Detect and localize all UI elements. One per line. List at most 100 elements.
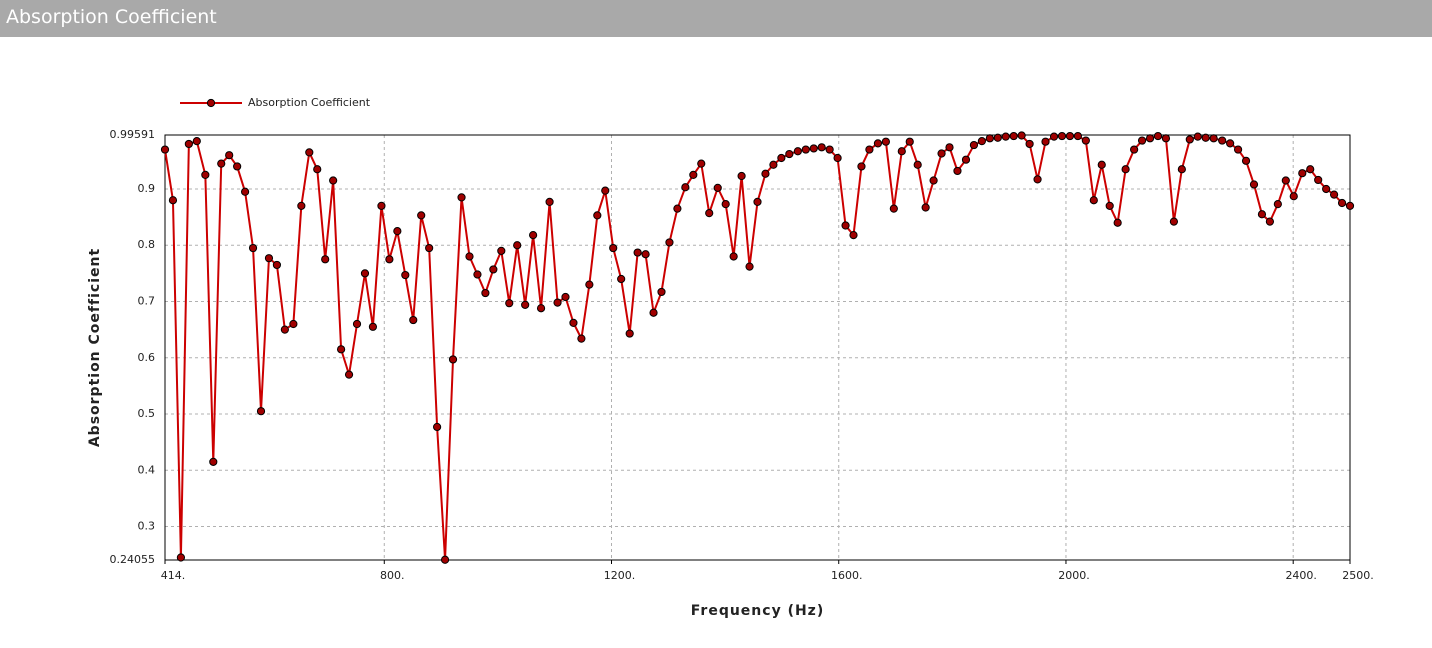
data-point <box>801 145 810 154</box>
data-point <box>689 170 698 179</box>
data-point <box>1218 136 1227 145</box>
data-point <box>160 145 170 154</box>
data-point <box>841 221 850 230</box>
data-point <box>561 292 570 302</box>
data-point <box>1209 134 1218 143</box>
data-point <box>1025 139 1034 149</box>
data-point <box>344 370 354 379</box>
data-point <box>1065 131 1075 141</box>
data-point <box>633 248 642 257</box>
y-tick-label: 0.9 <box>138 182 156 195</box>
data-point <box>929 176 938 185</box>
data-point <box>1193 132 1202 141</box>
data-point <box>545 197 554 207</box>
data-point <box>457 193 466 202</box>
data-point <box>489 265 498 274</box>
data-point <box>1306 165 1315 174</box>
data-point <box>1314 175 1323 185</box>
data-point <box>1249 180 1259 189</box>
data-point <box>665 238 674 247</box>
y-tick-label: 0.3 <box>138 520 156 533</box>
data-point <box>721 200 730 209</box>
data-point <box>1241 156 1251 165</box>
data-point <box>873 139 883 148</box>
data-point <box>1273 200 1282 209</box>
data-point <box>393 227 402 236</box>
data-point <box>385 255 394 264</box>
data-point <box>705 209 714 218</box>
data-point <box>1185 135 1194 144</box>
x-tick-label: 800. <box>380 569 405 582</box>
data-point <box>1145 134 1155 143</box>
data-point <box>272 260 282 270</box>
data-point <box>1041 137 1050 146</box>
data-point <box>1322 184 1331 194</box>
data-point <box>497 246 506 255</box>
data-point <box>1345 201 1355 210</box>
data-point <box>1201 133 1210 142</box>
data-point <box>713 183 722 192</box>
chart: 0.24055 0.3 0.4 0.5 0.6 0.7 0.8 0.9 0.99591 414. 8… <box>87 96 1374 619</box>
data-point <box>1049 132 1059 141</box>
y-tick-label: 0.8 <box>138 238 156 251</box>
data-point <box>881 137 890 146</box>
data-point <box>1233 145 1243 154</box>
y-tick-label: 0.4 <box>138 463 156 476</box>
data-point <box>953 166 962 176</box>
data-point <box>1265 217 1275 226</box>
data-point <box>417 211 426 220</box>
data-point <box>737 171 746 181</box>
data-point <box>817 143 826 152</box>
data-point <box>1009 131 1018 141</box>
data-point <box>993 133 1002 142</box>
data-point <box>256 407 266 416</box>
data-point <box>209 457 218 466</box>
data-point <box>961 155 971 164</box>
data-point <box>1329 190 1339 199</box>
data-point <box>448 355 458 364</box>
data-point <box>777 153 786 163</box>
data-point <box>1097 160 1106 169</box>
data-point <box>337 345 346 354</box>
data-point <box>745 262 754 271</box>
data-point <box>921 203 930 212</box>
data-point <box>1057 131 1067 141</box>
data-point <box>865 145 874 154</box>
data-point <box>785 149 794 159</box>
data-point <box>168 196 178 205</box>
data-point <box>1017 131 1026 140</box>
data-point <box>536 304 546 313</box>
data-point <box>977 137 986 146</box>
data-point <box>377 201 386 210</box>
data-point <box>1289 192 1298 201</box>
data-point <box>601 186 610 195</box>
data-point <box>1001 132 1010 141</box>
data-point <box>233 162 242 171</box>
data-point <box>793 147 802 156</box>
data-point <box>465 252 474 261</box>
y-tick-label: 0.7 <box>138 294 156 307</box>
data-point <box>289 319 298 329</box>
data-point <box>240 187 250 196</box>
data-point <box>409 315 418 325</box>
data-point <box>833 153 842 163</box>
data-point <box>513 241 522 250</box>
data-point <box>1177 165 1186 174</box>
data-point <box>1257 210 1267 219</box>
data-point <box>641 250 650 259</box>
data-point <box>176 553 186 562</box>
data-point <box>569 318 578 327</box>
x-tick-label: 2000. <box>1058 569 1090 582</box>
plot-frame <box>164 134 1351 561</box>
data-point <box>769 160 778 169</box>
data-point <box>697 159 706 168</box>
data-point <box>673 204 682 213</box>
data-point <box>192 137 201 146</box>
data-point <box>368 322 378 331</box>
data-point <box>481 288 490 298</box>
y-tick-label: 0.6 <box>138 351 156 364</box>
data-point <box>577 334 586 343</box>
data-point <box>681 183 690 192</box>
x-tick-label: 1600. <box>831 569 863 582</box>
